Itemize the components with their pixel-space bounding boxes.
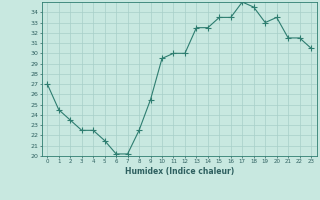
X-axis label: Humidex (Indice chaleur): Humidex (Indice chaleur) xyxy=(124,167,234,176)
